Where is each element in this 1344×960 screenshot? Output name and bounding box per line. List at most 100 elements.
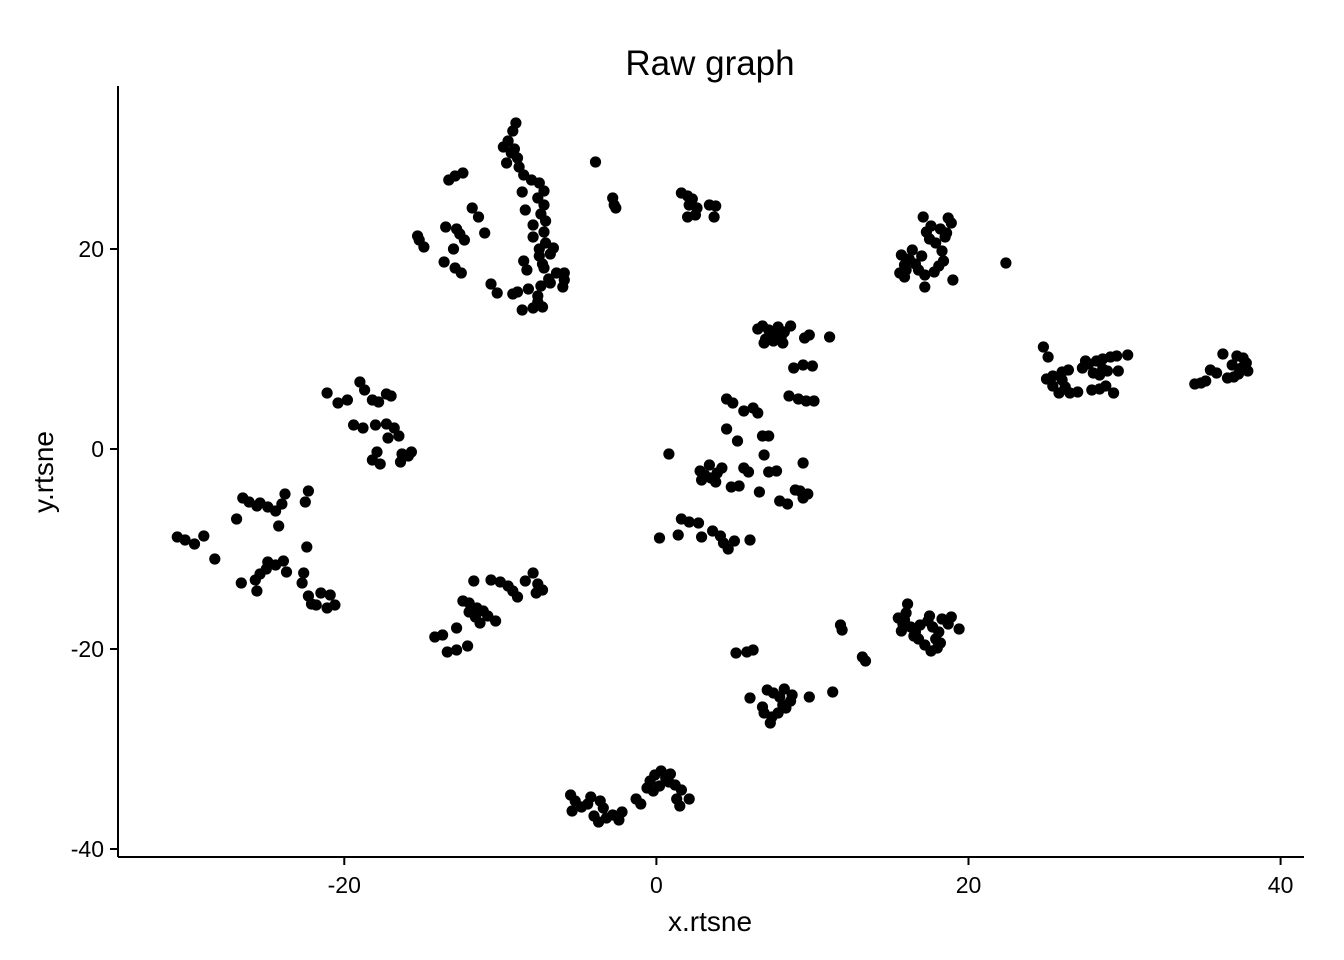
data-point — [440, 221, 452, 233]
data-point — [458, 234, 470, 246]
y-tick-label: 0 — [91, 436, 104, 462]
data-point — [188, 538, 201, 550]
data-point — [783, 390, 795, 402]
data-points — [171, 117, 1254, 828]
y-axis-title: y.rtsne — [28, 431, 59, 513]
data-point — [722, 543, 734, 555]
x-axis-ticks: -20 0 20 40 — [328, 857, 1293, 898]
data-point — [235, 577, 247, 589]
data-point — [522, 283, 535, 295]
data-point — [280, 566, 293, 578]
data-point — [766, 329, 778, 341]
data-point — [1217, 348, 1229, 360]
data-point — [710, 200, 722, 212]
data-point — [708, 211, 720, 223]
data-point — [1000, 257, 1012, 269]
data-point — [374, 458, 386, 470]
data-point — [758, 449, 770, 461]
data-point — [1042, 351, 1054, 363]
data-point — [540, 215, 552, 227]
data-point — [797, 492, 809, 504]
data-point — [902, 598, 914, 610]
data-point — [663, 448, 675, 460]
data-point — [359, 384, 371, 396]
data-point — [341, 394, 353, 406]
data-point — [469, 611, 481, 623]
data-point — [538, 226, 550, 238]
data-point — [1111, 350, 1123, 362]
data-point — [455, 267, 467, 279]
y-axis-ticks: 20 0 -20 -40 — [71, 236, 118, 862]
data-point — [1072, 386, 1084, 398]
data-point — [443, 174, 455, 186]
data-point — [1231, 350, 1243, 362]
data-point — [302, 485, 314, 497]
data-point — [674, 800, 686, 812]
data-point — [945, 611, 957, 623]
data-point — [544, 277, 556, 289]
data-point — [797, 359, 809, 371]
data-point — [298, 567, 310, 579]
data-point — [942, 212, 954, 224]
data-point — [777, 699, 789, 711]
data-point — [273, 520, 285, 532]
data-point — [369, 419, 382, 431]
data-point — [730, 647, 742, 659]
data-point — [1226, 359, 1238, 371]
data-point — [530, 587, 542, 599]
data-point — [585, 791, 597, 803]
data-point — [277, 555, 289, 567]
data-point — [742, 466, 755, 478]
data-point — [437, 629, 449, 641]
data-point — [752, 407, 764, 419]
data-point — [301, 541, 313, 553]
data-point — [898, 614, 911, 626]
data-point — [610, 202, 622, 214]
data-point — [919, 281, 931, 293]
data-point — [653, 532, 666, 544]
x-tick-label: 0 — [650, 872, 663, 898]
data-point — [785, 320, 797, 332]
data-point — [447, 243, 460, 255]
data-point — [683, 793, 695, 805]
data-point — [744, 692, 756, 704]
data-point — [859, 655, 872, 667]
data-point — [485, 278, 497, 290]
data-point — [770, 465, 783, 477]
data-point — [516, 304, 528, 316]
data-point — [895, 625, 908, 637]
data-point — [521, 264, 533, 276]
data-point — [511, 591, 524, 603]
data-point — [276, 498, 288, 510]
data-point — [939, 231, 951, 243]
data-point — [777, 337, 789, 349]
data-point — [1112, 365, 1124, 377]
data-point — [731, 435, 744, 447]
data-point — [917, 211, 929, 223]
data-point — [786, 689, 798, 701]
data-point — [683, 516, 695, 528]
data-point — [1122, 349, 1134, 361]
data-point — [752, 323, 764, 335]
data-point — [764, 717, 776, 729]
data-point — [468, 575, 480, 587]
data-point — [179, 534, 191, 546]
data-point — [947, 274, 959, 286]
data-point — [1200, 375, 1212, 387]
data-point — [721, 423, 733, 435]
data-point — [466, 202, 478, 214]
data-point — [1047, 370, 1059, 382]
data-point — [535, 280, 547, 292]
data-point — [937, 255, 950, 267]
data-point — [692, 517, 705, 529]
data-point — [497, 141, 509, 153]
data-point — [895, 249, 908, 261]
data-point — [675, 784, 688, 796]
data-point — [209, 553, 221, 565]
data-point — [198, 530, 210, 542]
data-point — [953, 623, 965, 635]
data-point — [789, 484, 801, 496]
data-point — [527, 219, 539, 231]
data-point — [753, 486, 766, 498]
